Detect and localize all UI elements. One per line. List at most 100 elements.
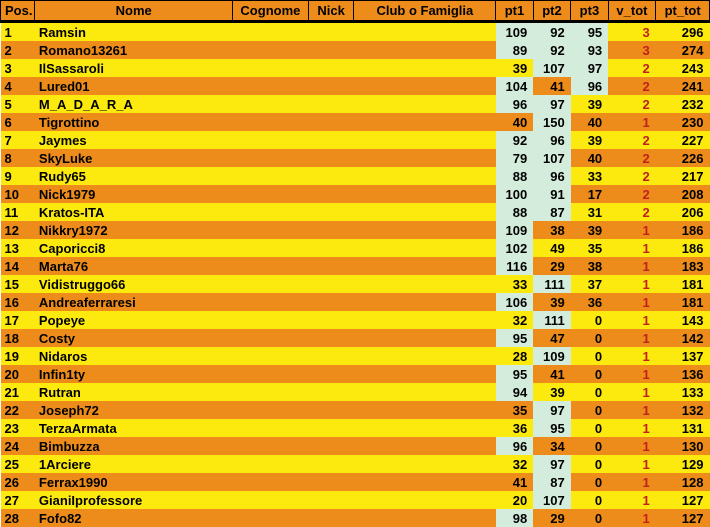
cell-pttot: 181 (656, 275, 710, 293)
cell-nome: Nick1979 (35, 185, 233, 203)
cell-pt1: 39 (496, 59, 533, 77)
cell-pos: 5 (1, 95, 35, 113)
table-row: 6Tigrottino40150401230 (1, 113, 710, 131)
table-row: 5M_A_D_A_R_A9697392232 (1, 95, 710, 113)
cell-pt3: 0 (571, 311, 608, 329)
cell-nome: Popeye (35, 311, 233, 329)
cell-pt3: 93 (571, 41, 608, 59)
cell-pt1: 89 (496, 41, 533, 59)
cell-nome: Costy (35, 329, 233, 347)
cell-pt2: 109 (533, 347, 570, 365)
cell-pos: 23 (1, 419, 35, 437)
cell-pttot: 217 (656, 167, 710, 185)
cell-pt1: 106 (496, 293, 533, 311)
cell-nome: Kratos-ITA (35, 203, 233, 221)
cell-nome: Tigrottino (35, 113, 233, 131)
cell-vtot: 2 (608, 167, 656, 185)
table-row: 16Andreaferraresi10639361181 (1, 293, 710, 311)
cell-vtot: 2 (608, 59, 656, 77)
cell-pt3: 0 (571, 329, 608, 347)
cell-pt2: 39 (533, 383, 570, 401)
cell-pos: 14 (1, 257, 35, 275)
cell-nome: TerzaArmata (35, 419, 233, 437)
cell-nome: Vidistruggo66 (35, 275, 233, 293)
cell-pt2: 39 (533, 293, 570, 311)
cell-nome: M_A_D_A_R_A (35, 95, 233, 113)
cell-pt2: 34 (533, 437, 570, 455)
cell-pt2: 107 (533, 59, 570, 77)
cell-pt3: 40 (571, 113, 608, 131)
col-nome: Nome (35, 1, 233, 22)
cell-pttot: 131 (656, 419, 710, 437)
cell-pt1: 109 (496, 221, 533, 239)
cell-nome: Joseph72 (35, 401, 233, 419)
cell-nome: IlSassaroli (35, 59, 233, 77)
cell-vtot: 1 (608, 221, 656, 239)
cell-vtot: 2 (608, 203, 656, 221)
cell-pttot: 136 (656, 365, 710, 383)
cell-pt2: 96 (533, 167, 570, 185)
cell-pttot: 183 (656, 257, 710, 275)
col-vtot: v_tot (608, 1, 656, 22)
cell-nome: GianiIprofessore (35, 491, 233, 509)
cell-pos: 28 (1, 509, 35, 527)
cell-pt3: 96 (571, 77, 608, 95)
cell-nome: Caporicci8 (35, 239, 233, 257)
cell-pt2: 97 (533, 455, 570, 473)
cell-pt3: 39 (571, 131, 608, 149)
table-row: 28Fofo82982901127 (1, 509, 710, 527)
cell-pt2: 96 (533, 131, 570, 149)
cell-pos: 11 (1, 203, 35, 221)
cell-pt3: 0 (571, 401, 608, 419)
cell-pt3: 0 (571, 509, 608, 527)
table-row: 24Bimbuzza963401130 (1, 437, 710, 455)
col-pt2: pt2 (533, 1, 570, 22)
table-row: 15Vidistruggo6633111371181 (1, 275, 710, 293)
header-row: Pos. Nome Cognome Nick Club o Famiglia p… (1, 1, 710, 22)
cell-nome: Rutran (35, 383, 233, 401)
cell-vtot: 3 (608, 41, 656, 59)
table-row: 12Nikkry197210938391186 (1, 221, 710, 239)
cell-pt1: 116 (496, 257, 533, 275)
cell-vtot: 2 (608, 95, 656, 113)
cell-nome: Jaymes (35, 131, 233, 149)
cell-pttot: 137 (656, 347, 710, 365)
table-row: 23TerzaArmata369501131 (1, 419, 710, 437)
cell-pt3: 38 (571, 257, 608, 275)
cell-pt2: 92 (533, 22, 570, 42)
cell-nome: Lured01 (35, 77, 233, 95)
cell-vtot: 1 (608, 455, 656, 473)
cell-pt1: 32 (496, 455, 533, 473)
cell-nome: Ferrax1990 (35, 473, 233, 491)
cell-pttot: 143 (656, 311, 710, 329)
cell-pt3: 0 (571, 383, 608, 401)
cell-pttot: 181 (656, 293, 710, 311)
cell-pt1: 79 (496, 149, 533, 167)
cell-pos: 10 (1, 185, 35, 203)
cell-nome: Bimbuzza (35, 437, 233, 455)
cell-vtot: 1 (608, 491, 656, 509)
cell-pos: 1 (1, 22, 35, 42)
cell-pttot: 142 (656, 329, 710, 347)
cell-pt2: 87 (533, 473, 570, 491)
cell-pt3: 0 (571, 473, 608, 491)
cell-pt2: 91 (533, 185, 570, 203)
cell-pt2: 49 (533, 239, 570, 257)
cell-pt1: 94 (496, 383, 533, 401)
cell-pt2: 95 (533, 419, 570, 437)
cell-nome: Marta76 (35, 257, 233, 275)
cell-pttot: 133 (656, 383, 710, 401)
cell-vtot: 2 (608, 185, 656, 203)
cell-pttot: 208 (656, 185, 710, 203)
cell-vtot: 3 (608, 22, 656, 42)
cell-pt3: 35 (571, 239, 608, 257)
cell-pt2: 38 (533, 221, 570, 239)
cell-pt2: 107 (533, 491, 570, 509)
cell-pos: 22 (1, 401, 35, 419)
table-row: 26Ferrax1990418701128 (1, 473, 710, 491)
cell-pt1: 92 (496, 131, 533, 149)
cell-pt1: 96 (496, 437, 533, 455)
cell-pos: 4 (1, 77, 35, 95)
cell-pttot: 128 (656, 473, 710, 491)
cell-nome: Infin1ty (35, 365, 233, 383)
